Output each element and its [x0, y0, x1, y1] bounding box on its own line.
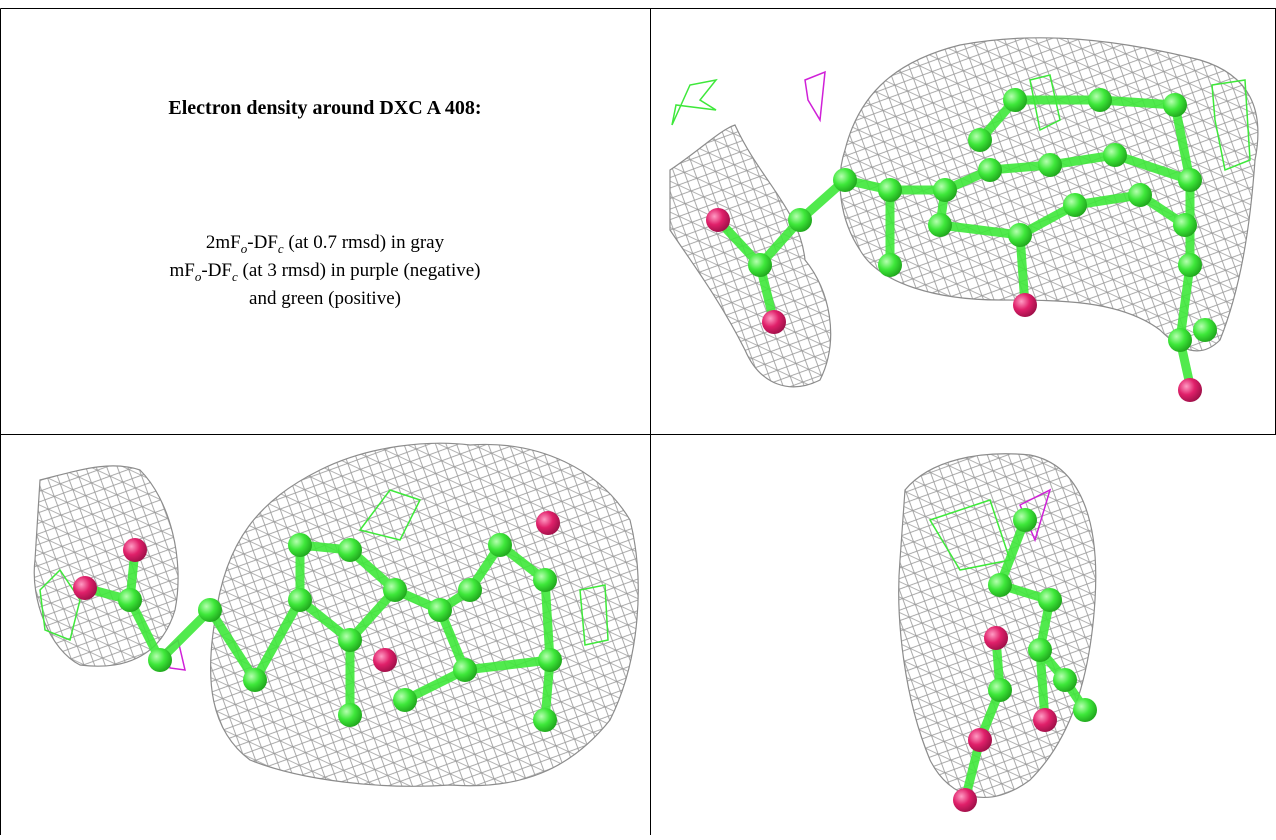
carbon-atom: [148, 648, 172, 672]
carbon-atom: [338, 703, 362, 727]
carbon-atom: [788, 208, 812, 232]
caption-text: -DF: [247, 232, 278, 253]
caption-line: mFo-DFc (at 3 rmsd) in purple (negative): [170, 260, 481, 284]
subscript: o: [241, 241, 248, 256]
oxygen-atom: [762, 310, 786, 334]
oxygen-atom: [706, 208, 730, 232]
carbon-atom: [1013, 508, 1037, 532]
carbon-atom: [1003, 88, 1027, 112]
density-mesh: [33, 465, 179, 667]
carbon-atom: [393, 688, 417, 712]
carbon-atom: [988, 573, 1012, 597]
density-images: [33, 37, 1259, 812]
caption-line: 2mFo-DFc (at 0.7 rmsd) in gray: [206, 232, 445, 256]
oxygen-atom: [968, 728, 992, 752]
caption-text: (at 3 rmsd) in purple (negative): [238, 260, 481, 281]
caption-text: -DF: [201, 260, 232, 281]
oxygen-atom: [1013, 293, 1037, 317]
oxygen-atom: [536, 511, 560, 535]
carbon-atom: [243, 668, 267, 692]
carbon-atom: [928, 213, 952, 237]
carbon-atom: [288, 588, 312, 612]
caption-text: (at 0.7 rmsd) in gray: [284, 232, 445, 253]
carbon-atom: [1063, 193, 1087, 217]
caption-text: 2mF: [206, 232, 241, 253]
carbon-atom: [1168, 328, 1192, 352]
carbon-atom: [988, 678, 1012, 702]
oxygen-atom: [1033, 708, 1057, 732]
carbon-atom: [978, 158, 1002, 182]
oxygen-atom: [953, 788, 977, 812]
carbon-atom: [458, 578, 482, 602]
positive-mesh: [579, 584, 609, 646]
positive-mesh: [358, 489, 422, 541]
caption-text: mF: [170, 260, 195, 281]
subscript: c: [278, 241, 284, 256]
bond: [295, 540, 400, 645]
caption-line: and green (positive): [249, 288, 401, 309]
carbon-atom: [1178, 253, 1202, 277]
oxygen-atom: [73, 576, 97, 600]
carbon-atom: [878, 253, 902, 277]
density-mesh: [210, 442, 639, 787]
carbon-atom: [533, 568, 557, 592]
positive-mesh: [1029, 74, 1061, 132]
negative-mesh: [804, 70, 826, 123]
carbon-atom: [1008, 223, 1032, 247]
positive-mesh: [39, 568, 81, 642]
carbon-atom: [118, 588, 142, 612]
density-mesh: [839, 37, 1259, 352]
subscript: c: [232, 269, 238, 284]
subscript: o: [195, 269, 202, 284]
carbon-atom: [1038, 153, 1062, 177]
caption-title: Electron density around DXC A 408:: [168, 97, 481, 119]
carbon-atom: [338, 628, 362, 652]
caption-text: and green (positive): [249, 288, 401, 309]
carbon-atom: [453, 658, 477, 682]
carbon-atom: [933, 178, 957, 202]
carbon-atom: [1128, 183, 1152, 207]
density-mesh: [898, 453, 1097, 798]
carbon-atom: [1193, 318, 1217, 342]
bond: [960, 633, 1005, 805]
carbon-atom: [1178, 168, 1202, 192]
carbon-atom: [533, 708, 557, 732]
carbon-atom: [1028, 638, 1052, 662]
bond: [250, 595, 305, 685]
carbon-atom: [198, 598, 222, 622]
carbon-atom: [833, 168, 857, 192]
carbon-atom: [338, 538, 362, 562]
oxygen-atom: [123, 538, 147, 562]
carbon-atom: [488, 533, 512, 557]
carbon-atom: [748, 253, 772, 277]
carbon-atom: [1103, 143, 1127, 167]
carbon-atom: [538, 648, 562, 672]
positive-mesh: [1211, 79, 1251, 172]
oxygen-atom: [984, 626, 1008, 650]
carbon-atom: [1088, 88, 1112, 112]
carbon-atom: [878, 178, 902, 202]
carbon-atom: [288, 533, 312, 557]
oxygen-atom: [1178, 378, 1202, 402]
carbon-atom: [1163, 93, 1187, 117]
carbon-atom: [1173, 213, 1197, 237]
oxygen-atom: [373, 648, 397, 672]
carbon-atom: [1073, 698, 1097, 722]
carbon-atom: [968, 128, 992, 152]
carbon-atom: [428, 598, 452, 622]
carbon-atom: [1053, 668, 1077, 692]
positive-mesh: [671, 78, 718, 126]
carbon-atom: [1038, 588, 1062, 612]
carbon-atom: [383, 578, 407, 602]
